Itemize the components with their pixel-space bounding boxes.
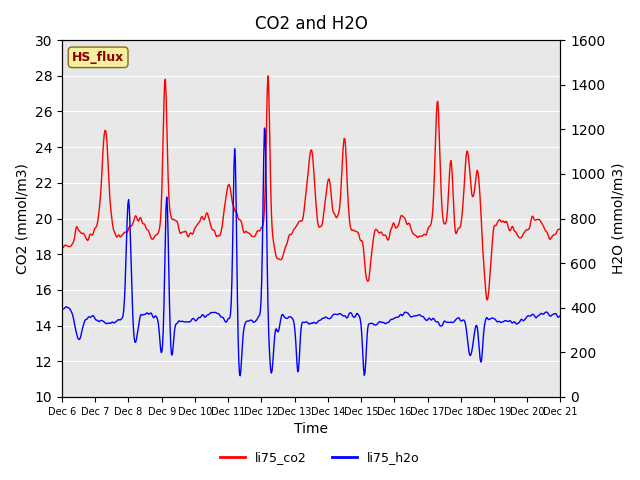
Line: li75_h2o: li75_h2o xyxy=(62,128,561,376)
Y-axis label: CO2 (mmol/m3): CO2 (mmol/m3) xyxy=(15,163,29,274)
li75_h2o xyxy=(169,346,177,352)
Legend: li75_co2, li75_h2o: li75_co2, li75_h2o xyxy=(215,446,425,469)
li75_h2o xyxy=(58,306,66,312)
li75_co2 xyxy=(372,227,380,232)
li75_h2o xyxy=(195,315,203,321)
li75_co2 xyxy=(483,297,491,303)
li75_h2o xyxy=(118,315,126,321)
Text: HS_flux: HS_flux xyxy=(72,51,124,64)
li75_co2 xyxy=(67,243,75,249)
X-axis label: Time: Time xyxy=(294,422,328,436)
li75_co2 xyxy=(557,226,564,232)
li75_h2o xyxy=(260,125,268,131)
Title: CO2 and H2O: CO2 and H2O xyxy=(255,15,368,33)
li75_co2 xyxy=(58,244,66,250)
li75_co2 xyxy=(118,232,126,238)
Line: li75_co2: li75_co2 xyxy=(62,76,561,300)
li75_h2o xyxy=(387,316,395,322)
li75_co2 xyxy=(195,219,203,225)
li75_co2 xyxy=(264,73,272,79)
li75_h2o xyxy=(67,308,75,314)
li75_h2o xyxy=(557,313,564,319)
li75_co2 xyxy=(387,228,394,233)
li75_h2o xyxy=(236,373,244,379)
li75_h2o xyxy=(373,322,381,327)
Y-axis label: H2O (mmol/m3): H2O (mmol/m3) xyxy=(611,163,625,274)
li75_co2 xyxy=(169,217,177,223)
